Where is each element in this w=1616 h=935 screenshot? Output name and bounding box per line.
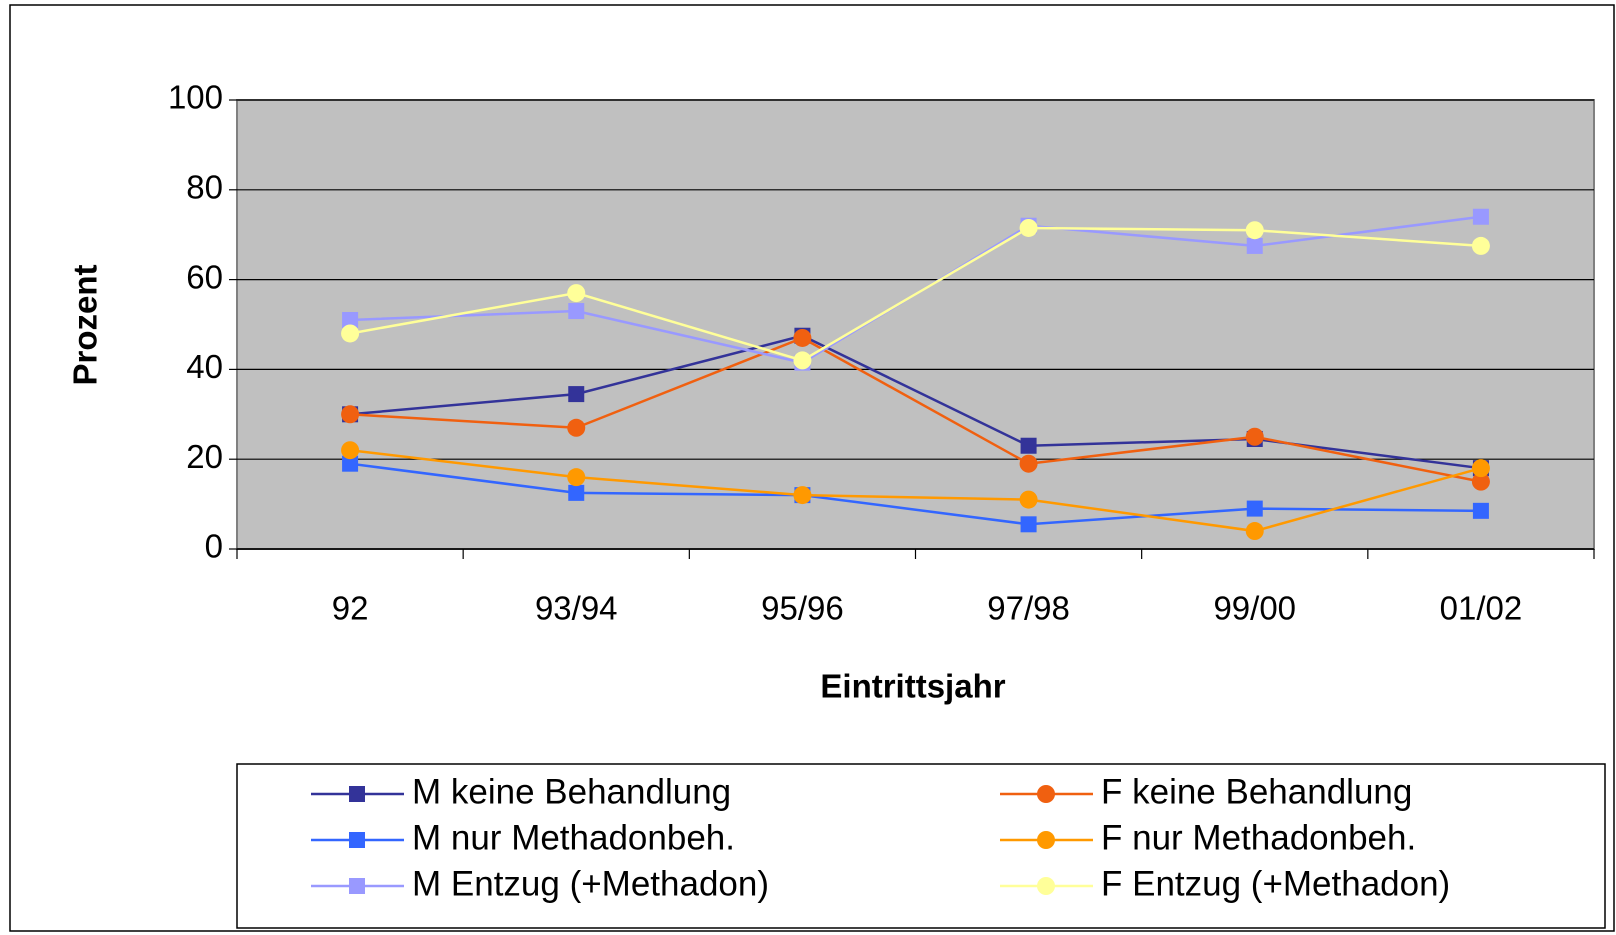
data-point xyxy=(1246,237,1263,254)
legend-marker xyxy=(349,786,365,802)
legend-label: M nur Methadonbeh. xyxy=(412,818,735,857)
data-point xyxy=(342,455,359,472)
data-point xyxy=(341,405,360,424)
x-tick-label: 92 xyxy=(332,590,369,627)
legend-marker xyxy=(349,878,365,894)
data-point xyxy=(1245,427,1264,446)
x-tick-label: 95/96 xyxy=(761,590,844,627)
data-point xyxy=(568,484,585,501)
legend-label: F keine Behandlung xyxy=(1101,772,1412,811)
legend-marker xyxy=(349,832,365,848)
y-tick-label: 100 xyxy=(168,79,223,116)
data-point xyxy=(568,303,585,320)
data-point xyxy=(1472,502,1489,519)
y-tick-label: 60 xyxy=(186,258,223,295)
data-point xyxy=(1019,490,1038,509)
data-point xyxy=(1471,459,1490,478)
data-point xyxy=(567,284,586,303)
series-line xyxy=(349,448,1482,533)
data-point xyxy=(1019,454,1038,473)
y-tick-label: 80 xyxy=(186,169,223,206)
data-point xyxy=(1471,472,1490,491)
data-point xyxy=(341,441,360,460)
data-point xyxy=(793,328,812,347)
data-point xyxy=(1020,516,1037,533)
legend-label: M keine Behandlung xyxy=(412,772,731,811)
legend-box xyxy=(236,763,1606,929)
x-tick-label: 99/00 xyxy=(1213,590,1296,627)
x-axis-label: Eintrittsjahr xyxy=(820,668,1005,705)
legend-marker xyxy=(1037,831,1055,849)
legend-marker xyxy=(1037,785,1055,803)
data-point xyxy=(1246,500,1263,517)
series-line xyxy=(349,462,1481,526)
data-point xyxy=(1020,437,1037,454)
y-axis-label: Prozent xyxy=(67,264,104,385)
y-tick-label: 0 xyxy=(205,528,223,565)
x-tick-label: 01/02 xyxy=(1440,590,1523,627)
legend-label: F nur Methadonbeh. xyxy=(1101,818,1416,857)
data-point xyxy=(341,324,360,343)
x-tick-label: 97/98 xyxy=(987,590,1070,627)
y-tick-label: 20 xyxy=(186,438,223,475)
y-tick-label: 40 xyxy=(186,348,223,385)
data-point xyxy=(342,312,359,329)
data-point xyxy=(1245,522,1264,541)
data-point xyxy=(568,386,585,403)
data-point xyxy=(1245,221,1264,240)
plot-area xyxy=(236,99,1595,550)
data-point xyxy=(1019,218,1038,237)
data-point xyxy=(793,486,812,505)
data-point xyxy=(567,418,586,437)
data-point xyxy=(1471,236,1490,255)
legend-marker xyxy=(1037,877,1055,895)
data-point xyxy=(1472,208,1489,225)
data-point xyxy=(793,351,812,370)
legend-label: M Entzug (+Methadon) xyxy=(412,864,769,903)
series-line xyxy=(349,226,1482,362)
x-tick-label: 93/94 xyxy=(535,590,618,627)
legend-label: F Entzug (+Methadon) xyxy=(1101,864,1450,903)
data-point xyxy=(567,468,586,487)
series-line xyxy=(350,336,1482,483)
